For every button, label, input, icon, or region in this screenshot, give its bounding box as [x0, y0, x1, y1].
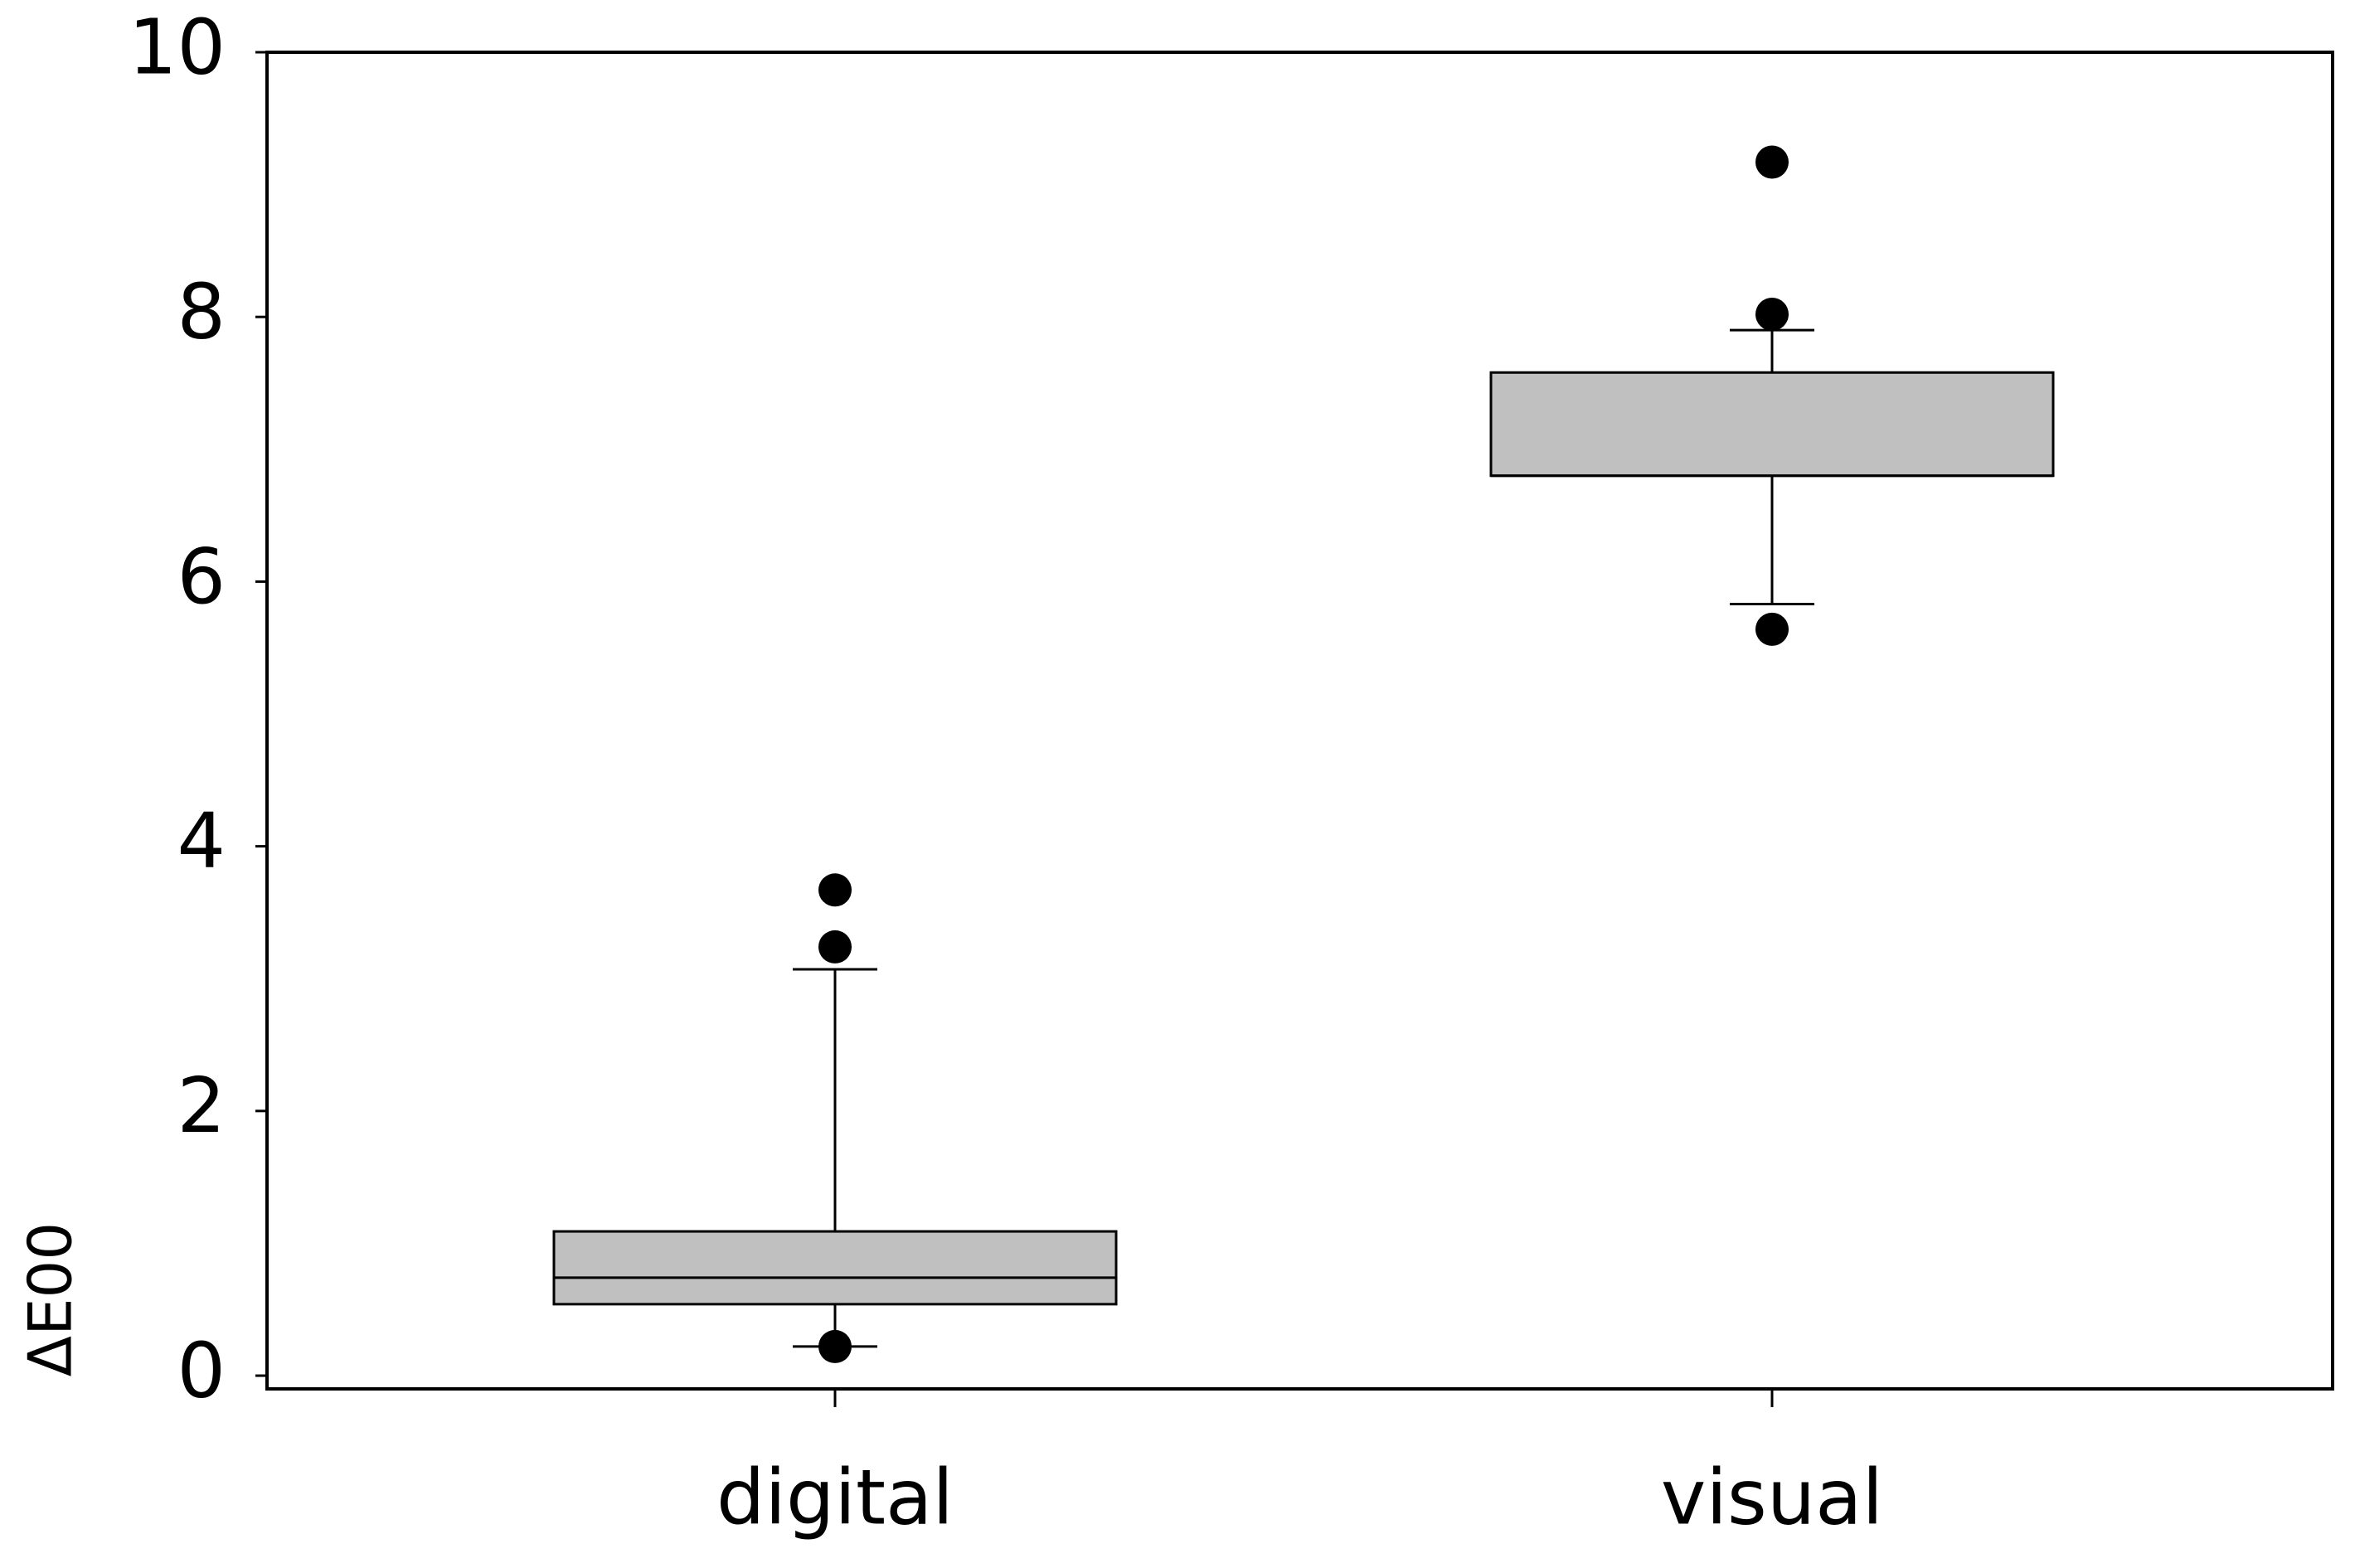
- outlier: [1755, 298, 1789, 332]
- x-tick-label: digital: [716, 1453, 954, 1541]
- y-tick-label: 10: [129, 2, 226, 91]
- y-tick-label: 0: [177, 1326, 226, 1415]
- x-tick-label: visual: [1661, 1453, 1883, 1541]
- outlier: [818, 930, 852, 964]
- y-tick-label: 2: [177, 1061, 226, 1150]
- box: [552, 1230, 1118, 1306]
- outlier: [818, 873, 852, 907]
- y-tick-label: 8: [177, 268, 226, 357]
- box: [1489, 371, 2055, 478]
- y-axis-label: ΔE00: [16, 1222, 85, 1376]
- y-tick-label: 6: [177, 532, 226, 621]
- plot-frame: [265, 51, 2334, 1391]
- outlier: [1755, 612, 1789, 646]
- outlier: [818, 1329, 852, 1363]
- y-tick-label: 4: [177, 797, 226, 886]
- outlier: [1755, 145, 1789, 179]
